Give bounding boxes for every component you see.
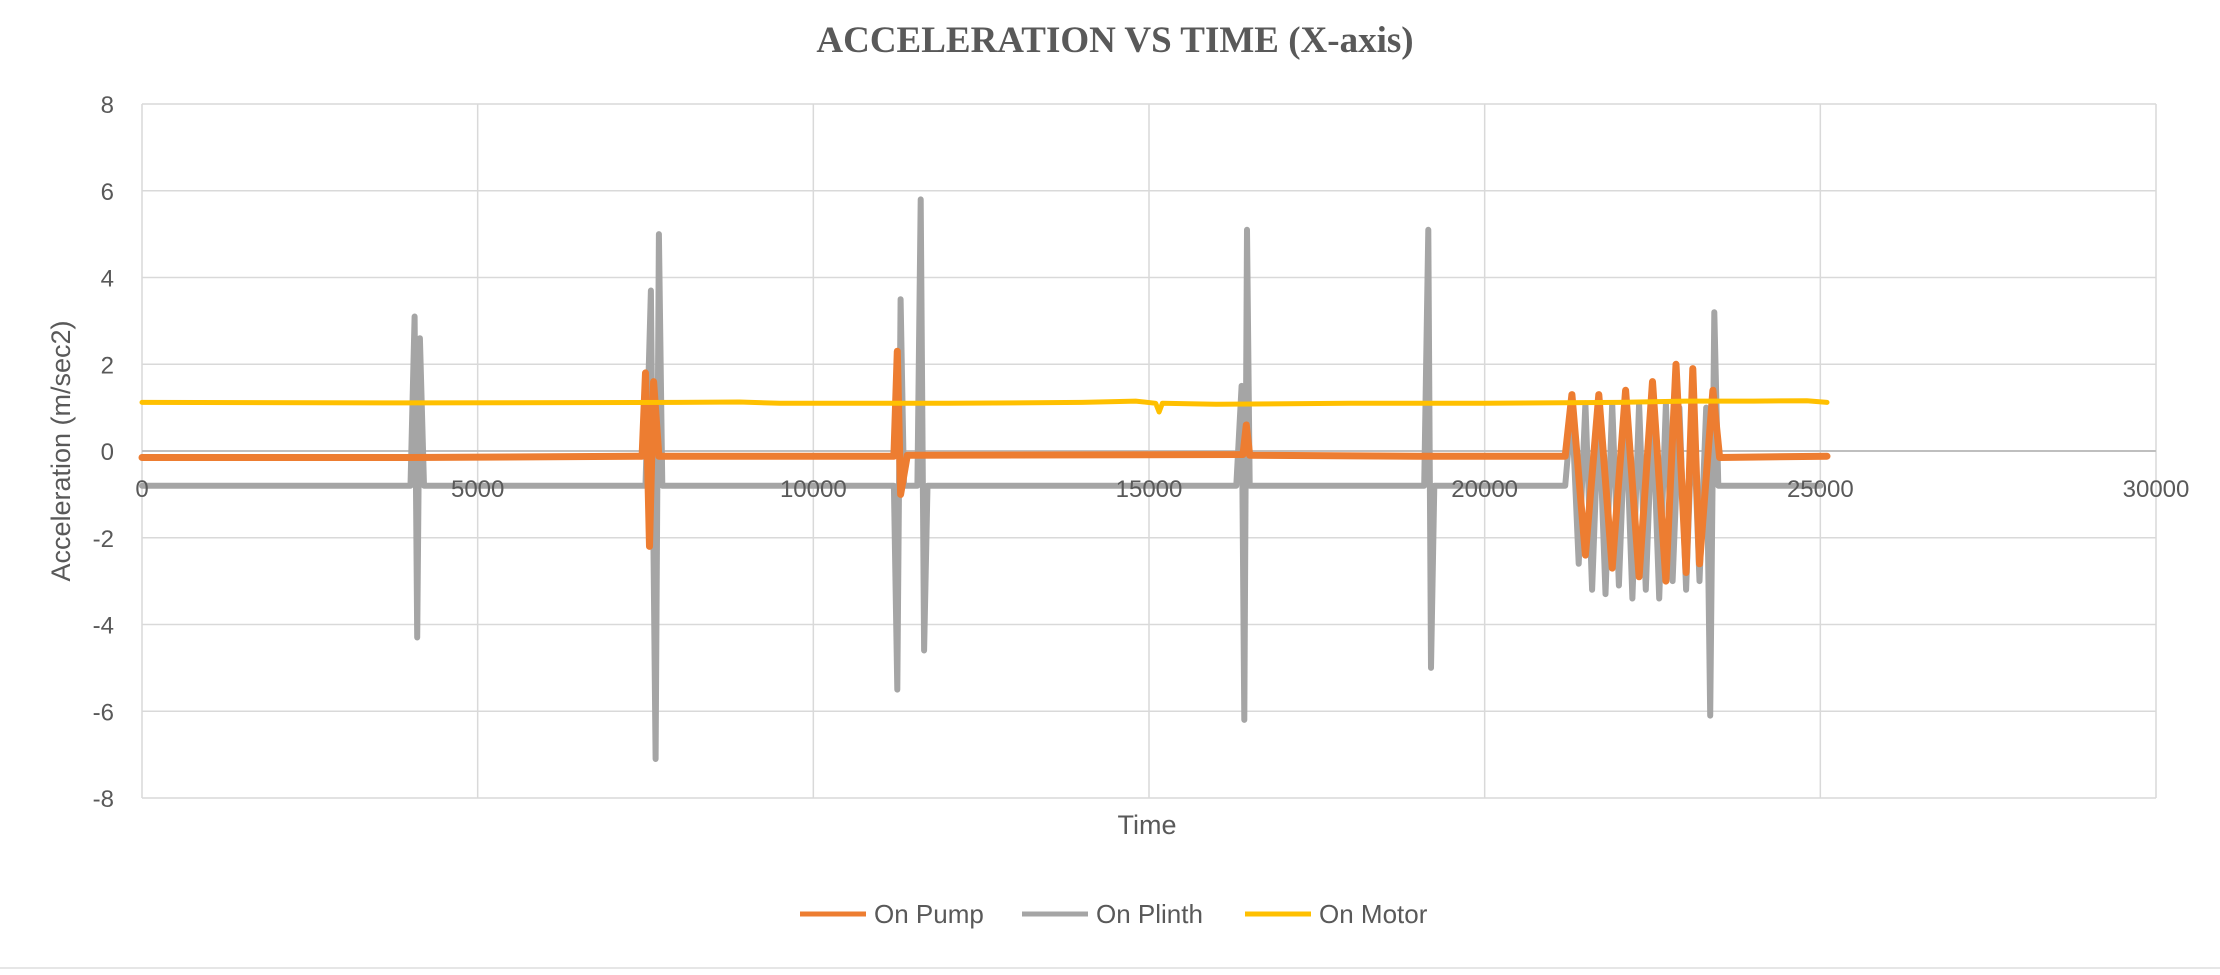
legend-item: On Plinth xyxy=(1022,899,1203,929)
x-tick-label: 15000 xyxy=(1116,476,1183,503)
legend-label: On Pump xyxy=(874,899,984,929)
axis-ticks: -8 -6 -4 -2 0 2 4 6 8 0 5000 10000 15000 20000 25000 30… xyxy=(93,92,2190,813)
x-tick-label: 0 xyxy=(135,476,148,503)
legend-label: On Plinth xyxy=(1096,899,1203,929)
legend-item: On Motor xyxy=(1245,899,1428,929)
x-tick-label: 25000 xyxy=(1787,476,1854,503)
y-tick-label: -2 xyxy=(93,526,114,553)
y-axis-title: Acceleration (m/sec2) xyxy=(46,320,76,581)
x-tick-label: 10000 xyxy=(780,476,847,503)
y-tick-label: 4 xyxy=(101,266,114,293)
chart-title: ACCELERATION VS TIME (X-axis) xyxy=(816,20,1413,61)
series-line-on-pump xyxy=(138,347,1831,585)
y-tick-label: 6 xyxy=(101,179,114,206)
series-line-on-motor xyxy=(139,398,1830,415)
y-tick-label: -8 xyxy=(93,786,114,813)
y-tick-label: 8 xyxy=(101,92,114,119)
legend-item: On Pump xyxy=(800,899,984,929)
plot-area xyxy=(138,196,1831,762)
y-tick-label: -4 xyxy=(93,613,114,640)
y-tick-label: 2 xyxy=(101,352,114,379)
series-line-on-plinth xyxy=(139,196,1824,762)
x-tick-label: 20000 xyxy=(1451,476,1518,503)
x-tick-label: 30000 xyxy=(2123,476,2190,503)
y-tick-label: -6 xyxy=(93,699,114,726)
x-tick-label: 5000 xyxy=(451,476,504,503)
legend: On Pump On Plinth On Motor xyxy=(800,899,1428,929)
x-axis-title: Time xyxy=(1118,810,1177,840)
legend-label: On Motor xyxy=(1319,899,1428,929)
grid xyxy=(141,103,2157,799)
y-tick-label: 0 xyxy=(101,439,114,466)
